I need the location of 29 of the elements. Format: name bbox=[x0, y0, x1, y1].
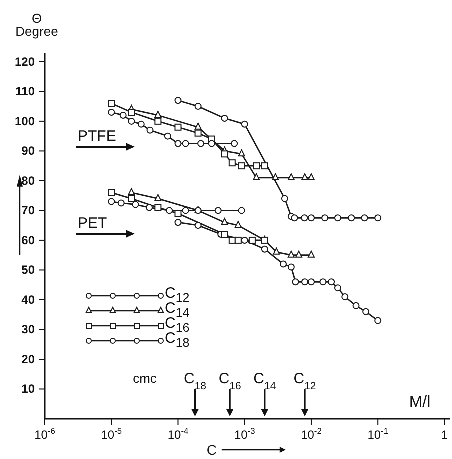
y-tick-label: 70 bbox=[22, 204, 36, 218]
y-tick-label: 120 bbox=[14, 54, 36, 69]
ref-line-label: C$_{16}$ bbox=[218, 370, 242, 392]
x-axis-title: C bbox=[206, 442, 217, 458]
annotation: M/l bbox=[409, 394, 431, 411]
y-tick-label: 90 bbox=[22, 144, 36, 158]
ref-line-label: C$_{14}$ bbox=[254, 370, 276, 392]
ref-line-label: C$_{18}$ bbox=[184, 370, 207, 392]
x-tick-label: 10$^{-5}$ bbox=[101, 426, 122, 442]
annotation: PET bbox=[78, 215, 108, 232]
x-tick-label: 1 bbox=[441, 428, 448, 442]
x-tick-label: 10$^{-4}$ bbox=[168, 426, 189, 442]
ref-line-label: C$_{12}$ bbox=[294, 370, 316, 392]
y-tick-label: 100 bbox=[14, 114, 36, 128]
y-tick-label: 80 bbox=[22, 174, 36, 188]
x-tick-label: 10$^{-2}$ bbox=[301, 426, 322, 442]
y-tick-label: 30 bbox=[22, 322, 36, 337]
y-tick-label: 60 bbox=[22, 233, 36, 248]
x-tick-label: 10$^{-6}$ bbox=[34, 426, 56, 442]
x-tick-label: 10$^{-3}$ bbox=[234, 426, 256, 442]
y-tick-label: 20 bbox=[22, 352, 36, 366]
y-tick-label: 110 bbox=[16, 84, 36, 99]
y-axis-title: Θ Degree bbox=[16, 11, 58, 39]
y-tick-label: 10 bbox=[22, 382, 36, 396]
annotation: cmc bbox=[133, 371, 158, 386]
y-tick-label: 50 bbox=[22, 263, 36, 278]
annotation: PTFE bbox=[78, 128, 116, 145]
y-tick-label: 40 bbox=[22, 292, 36, 307]
x-tick-label: 10$^{-1}$ bbox=[368, 426, 389, 442]
